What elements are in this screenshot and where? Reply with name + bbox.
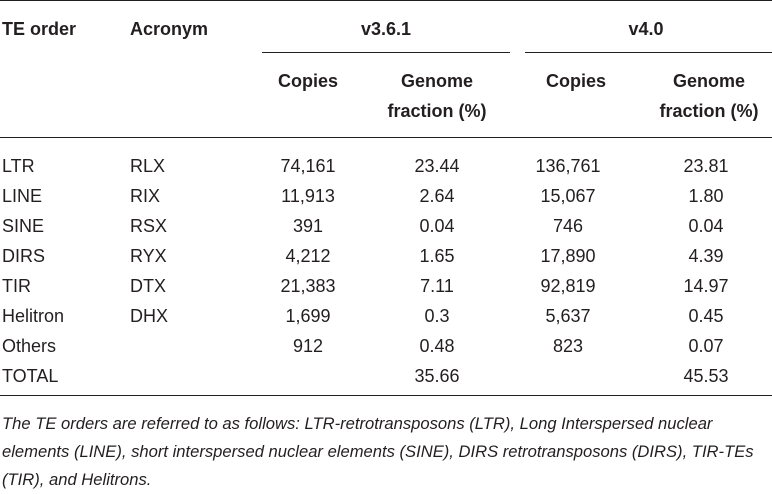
table-cell: 0.45 bbox=[688, 306, 723, 326]
table-cell: 0.07 bbox=[688, 336, 723, 356]
footnote: The TE orders are referred to as follows… bbox=[2, 414, 754, 489]
header-cell: fraction (%) bbox=[388, 101, 487, 121]
table-cell: 21,383 bbox=[280, 276, 335, 296]
table-cell: 4.39 bbox=[688, 246, 723, 266]
table-cell: DHX bbox=[130, 306, 168, 326]
header-cell: v4.0 bbox=[628, 19, 663, 39]
header-cell: Acronym bbox=[130, 19, 208, 39]
table-cell: 746 bbox=[553, 216, 583, 236]
table-cell: 4,212 bbox=[285, 246, 330, 266]
table-cell: 0.48 bbox=[419, 336, 454, 356]
table-cell: 35.66 bbox=[414, 366, 459, 386]
table-cell: 823 bbox=[553, 336, 583, 356]
header-cell: Copies bbox=[278, 71, 338, 91]
table-cell: 1,699 bbox=[285, 306, 330, 326]
table-cell: 391 bbox=[293, 216, 323, 236]
table-cell: 17,890 bbox=[540, 246, 595, 266]
table-cell: TOTAL bbox=[2, 366, 58, 386]
table-cell: 23.81 bbox=[683, 156, 728, 176]
table-cell: 0.04 bbox=[419, 216, 454, 236]
header-cell: fraction (%) bbox=[660, 101, 759, 121]
table-cell: 2.64 bbox=[419, 186, 454, 206]
table-cell: 23.44 bbox=[414, 156, 459, 176]
table-cell: 15,067 bbox=[540, 186, 595, 206]
table-cell: TIR bbox=[2, 276, 31, 296]
header-cell: TE order bbox=[2, 19, 76, 39]
table-cell: 11,913 bbox=[281, 186, 335, 206]
table-cell: RIX bbox=[130, 186, 160, 206]
header-cell: Copies bbox=[546, 71, 606, 91]
table-cell: Others bbox=[2, 336, 56, 356]
table-cell: RYX bbox=[130, 246, 167, 266]
table-cell: RLX bbox=[130, 156, 165, 176]
table-cell: 912 bbox=[293, 336, 323, 356]
header-cell: Genome bbox=[673, 71, 745, 91]
table-cell: 92,819 bbox=[540, 276, 595, 296]
table-cell: 1.65 bbox=[419, 246, 454, 266]
table-cell: 136,761 bbox=[535, 156, 600, 176]
header-cell: v3.6.1 bbox=[361, 19, 411, 39]
table-cell: 7.11 bbox=[420, 276, 454, 296]
table-cell: DIRS bbox=[2, 246, 45, 266]
table-cell: 74,161 bbox=[280, 156, 335, 176]
table-cell: 5,637 bbox=[545, 306, 590, 326]
table-cell: LTR bbox=[2, 156, 35, 176]
table-cell: 1.80 bbox=[688, 186, 723, 206]
table-cell: DTX bbox=[130, 276, 166, 296]
header-cell: Genome bbox=[401, 71, 473, 91]
table-cell: 14.97 bbox=[683, 276, 728, 296]
table-cell: 45.53 bbox=[683, 366, 728, 386]
table-cell: SINE bbox=[2, 216, 44, 236]
table-cell: 0.3 bbox=[424, 306, 449, 326]
table-cell: Helitron bbox=[2, 306, 64, 326]
table-cell: RSX bbox=[130, 216, 167, 236]
table-cell: 0.04 bbox=[688, 216, 723, 236]
table-cell: LINE bbox=[2, 186, 42, 206]
